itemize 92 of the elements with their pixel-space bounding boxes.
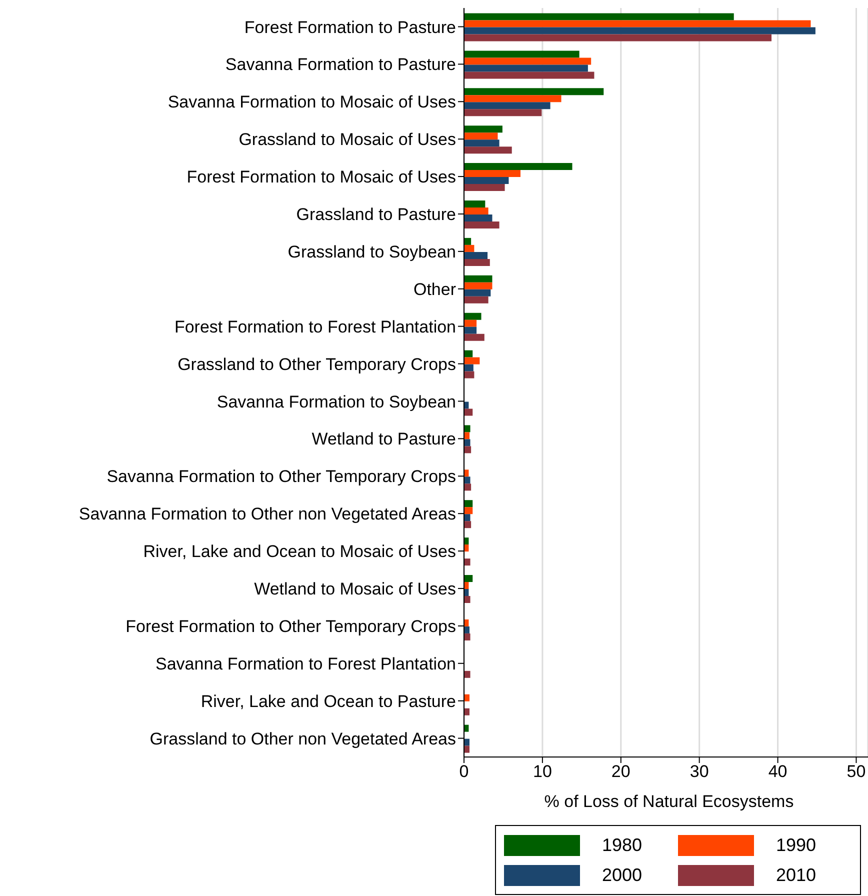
bar [464, 88, 604, 96]
bar [464, 350, 473, 358]
bar [464, 20, 811, 28]
y-tick-label: Forest Formation to Mosaic of Uses [186, 168, 456, 187]
bar [464, 34, 772, 42]
bar [464, 214, 492, 222]
x-tick-label: 30 [690, 762, 709, 782]
y-tick-label: Grassland to Mosaic of Uses [238, 130, 456, 150]
bar [464, 207, 488, 214]
bar [464, 320, 477, 327]
bar [464, 694, 470, 702]
bar [464, 626, 470, 634]
y-tick-label: River, Lake and Ocean to Mosaic of Uses [143, 542, 456, 562]
bar [464, 521, 472, 528]
bar [464, 177, 509, 184]
x-tick-label: 0 [459, 762, 469, 782]
bar [464, 140, 500, 147]
y-tick-label: Forest Formation to Pasture [244, 18, 456, 37]
y-tick-label: Savanna Formation to Mosaic of Uses [168, 92, 456, 112]
y-tick-label: Forest Formation to Forest Plantation [174, 317, 456, 336]
y-tick-label: Savanna Formation to Pasture [225, 55, 456, 74]
bar [464, 738, 470, 746]
bar [464, 574, 473, 582]
bar [464, 184, 505, 192]
bar [464, 252, 488, 259]
bar [464, 633, 470, 640]
bar [464, 364, 474, 372]
x-axis-title: % of Loss of Natural Ecosystems [543, 792, 795, 812]
bar [464, 200, 486, 208]
bar [464, 58, 592, 65]
y-tick-label: Savanna Formation to Other non Vegetated Areas [78, 504, 456, 524]
bar [464, 746, 470, 753]
bar [464, 326, 477, 334]
bar [464, 170, 520, 178]
x-tick-label: 50 [846, 762, 866, 782]
bar [464, 514, 470, 522]
bar [464, 238, 472, 245]
bar [464, 371, 474, 378]
bar [464, 558, 470, 566]
y-tick-label: Grassland to Other non Vegetated Areas [150, 729, 456, 748]
y-tick-label: Grassland to Soybean [288, 242, 456, 262]
x-tick-label: 40 [768, 762, 788, 782]
bar [464, 102, 550, 110]
y-tick-label: Forest Formation to Other Temporary Crops [126, 616, 456, 636]
bar [464, 670, 470, 678]
y-tick-label: Grassland to Pasture [296, 205, 456, 224]
bar [464, 72, 594, 79]
bar [464, 27, 816, 34]
bar [464, 484, 472, 491]
y-tick-label: Savanna Formation to Soybean [216, 392, 456, 412]
bar [464, 163, 572, 170]
legend-label: 1990 [776, 834, 816, 856]
bar [464, 708, 470, 716]
bar [464, 425, 470, 432]
y-tick-label: Savanna Formation to Other Temporary Crops [106, 467, 456, 486]
legend-label: 2010 [776, 864, 816, 886]
bar [464, 439, 470, 446]
x-tick-label: 20 [611, 762, 630, 782]
y-tick-label: River, Lake and Ocean to Pasture [200, 692, 456, 711]
bar [464, 476, 470, 484]
bar [464, 275, 492, 282]
legend-label: 2000 [602, 864, 642, 886]
bar [464, 334, 484, 341]
bar [464, 296, 488, 304]
bar [464, 507, 473, 514]
bar [464, 50, 580, 58]
bar [464, 432, 470, 440]
bar [464, 500, 473, 508]
bar [464, 95, 562, 102]
legend-label: 1980 [602, 834, 642, 856]
bar [464, 13, 734, 20]
y-tick-label: Wetland to Mosaic of Uses [254, 580, 456, 599]
bar [464, 289, 491, 296]
bar [464, 146, 512, 154]
bar [464, 446, 472, 454]
bar [464, 132, 498, 140]
bar [464, 596, 470, 603]
y-tick-label: Other [413, 280, 456, 299]
x-tick-label: 10 [532, 762, 552, 782]
y-tick-label: Wetland to Pasture [312, 430, 456, 449]
bar [464, 282, 492, 290]
bar [464, 408, 473, 416]
bar [464, 221, 500, 228]
bar [464, 244, 474, 252]
bar [464, 312, 482, 320]
bar [464, 109, 542, 116]
y-tick-label: Savanna Formation to Forest Plantation [156, 654, 456, 674]
y-tick-label: Grassland to Other Temporary Crops [178, 354, 456, 374]
bar [464, 258, 490, 266]
bar [464, 64, 588, 72]
bar [464, 126, 502, 133]
bar [464, 357, 480, 364]
